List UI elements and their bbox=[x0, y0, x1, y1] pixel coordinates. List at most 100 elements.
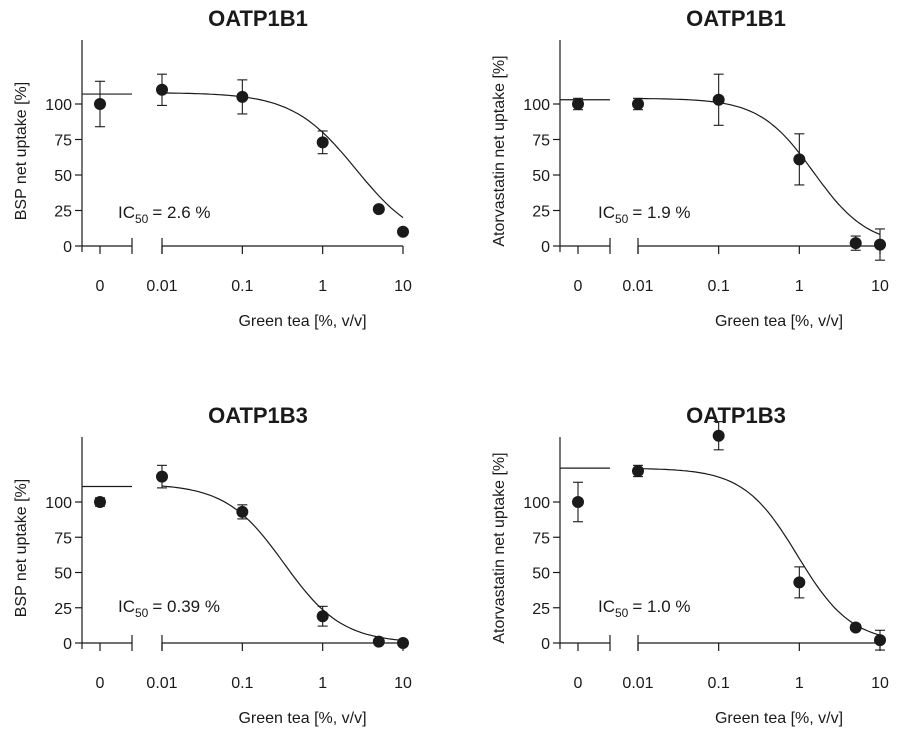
y-tick-label: 0 bbox=[541, 636, 550, 653]
y-tick-label: 0 bbox=[63, 239, 72, 256]
fit-curve bbox=[162, 92, 404, 219]
data-point bbox=[236, 505, 249, 518]
x-tick-label: 0.1 bbox=[231, 675, 253, 692]
y-axis-label: Atorvastatin net uptake [%] bbox=[491, 452, 508, 643]
x-tick-label: 1 bbox=[318, 278, 327, 295]
y-tick-label: 100 bbox=[523, 97, 550, 114]
x-tick-label: 0.1 bbox=[708, 278, 730, 295]
y-axis-label: BSP net uptake [%] bbox=[13, 82, 30, 220]
x-tick-label: 0 bbox=[96, 278, 105, 295]
chart-svg-oatp1b1-bsp: OATP1B1 0 25 50 75 100 BSP net uptake [%] 0 0.01… bbox=[13, 6, 412, 330]
data-point bbox=[397, 225, 409, 238]
y-tick-label: 50 bbox=[532, 566, 550, 583]
x-tick-label: 10 bbox=[871, 278, 889, 295]
data-point bbox=[874, 238, 886, 251]
data-point bbox=[397, 637, 409, 649]
panel-oatp1b1-bsp: OATP1B1 0 25 50 75 100 BSP net uptake [%] 0 0.01… bbox=[0, 0, 448, 335]
ic50-prefix: IC bbox=[598, 597, 615, 616]
x-tick-label: 0.1 bbox=[231, 278, 253, 295]
data-point bbox=[236, 90, 249, 103]
ic50-prefix: IC bbox=[598, 203, 615, 222]
data-point bbox=[316, 136, 329, 149]
ic50-value: = 1.0 % bbox=[632, 597, 690, 616]
x-tick-label: 0.01 bbox=[622, 675, 653, 692]
panel-oatp1b3-bsp: OATP1B3 0 25 50 75 100 BSP net uptake [%] 0 0.01… bbox=[0, 397, 448, 732]
x-axis-label: Green tea [%, v/v] bbox=[238, 710, 366, 727]
fit-curve bbox=[637, 468, 881, 636]
x-axis-label: Green tea [%, v/v] bbox=[715, 313, 843, 330]
data-point bbox=[316, 610, 329, 623]
y-tick-label: 25 bbox=[532, 204, 550, 221]
x-tick-label: 10 bbox=[394, 675, 412, 692]
y-tick-label: 50 bbox=[532, 168, 550, 185]
y-axis-label: Atorvastatin net uptake [%] bbox=[491, 55, 508, 246]
data-point bbox=[156, 83, 168, 96]
ic50-annotation: IC50 = 2.6 % bbox=[118, 203, 210, 226]
y-tick-label: 0 bbox=[63, 636, 72, 653]
x-tick-label: 0 bbox=[574, 278, 583, 295]
data-point bbox=[793, 576, 806, 589]
y-tick-label: 75 bbox=[54, 530, 72, 547]
chart-title: OATP1B3 bbox=[208, 403, 308, 428]
data-point bbox=[372, 203, 385, 216]
x-tick-label: 0 bbox=[96, 675, 105, 692]
y-tick-label: 25 bbox=[54, 204, 72, 221]
data-point bbox=[156, 470, 168, 483]
ic50-subscript: 50 bbox=[135, 606, 149, 620]
data-point bbox=[874, 634, 886, 647]
panel-oatp1b1-atorvastatin: OATP1B1 0 25 50 75 100 Atorvastatin net uptake… bbox=[448, 0, 897, 335]
ic50-value: = 1.9 % bbox=[632, 203, 690, 222]
x-tick-label: 10 bbox=[394, 278, 412, 295]
ic50-prefix: IC bbox=[118, 203, 135, 222]
data-point bbox=[94, 98, 106, 110]
y-tick-label: 50 bbox=[54, 566, 72, 583]
x-tick-label: 1 bbox=[795, 278, 804, 295]
fit-curve bbox=[637, 97, 881, 235]
y-tick-label: 100 bbox=[523, 495, 550, 512]
data-point bbox=[572, 98, 584, 110]
y-axis-label: BSP net uptake [%] bbox=[13, 479, 30, 617]
chart-title: OATP1B1 bbox=[686, 6, 786, 31]
x-axis-label: Green tea [%, v/v] bbox=[715, 710, 843, 727]
x-tick-label: 1 bbox=[318, 675, 327, 692]
data-point bbox=[849, 621, 862, 634]
data-point bbox=[793, 153, 806, 166]
y-tick-label: 100 bbox=[45, 495, 72, 512]
x-tick-label: 0.01 bbox=[146, 278, 177, 295]
ic50-value: = 2.6 % bbox=[152, 203, 210, 222]
ic50-subscript: 50 bbox=[135, 212, 149, 226]
chart-svg-oatp1b3-bsp: OATP1B3 0 25 50 75 100 BSP net uptake [%] 0 0.01… bbox=[13, 403, 412, 727]
ic50-subscript: 50 bbox=[615, 606, 629, 620]
x-tick-label: 0 bbox=[574, 675, 583, 692]
y-tick-label: 50 bbox=[54, 168, 72, 185]
fit-curve bbox=[161, 485, 404, 641]
y-tick-label: 25 bbox=[532, 601, 550, 618]
data-point bbox=[632, 98, 644, 110]
ic50-annotation: IC50 = 1.0 % bbox=[598, 597, 690, 620]
data-point bbox=[849, 237, 862, 250]
data-point bbox=[372, 635, 385, 648]
x-tick-label: 10 bbox=[871, 675, 889, 692]
data-point bbox=[572, 496, 584, 508]
chart-title: OATP1B1 bbox=[208, 6, 308, 31]
y-tick-label: 75 bbox=[532, 133, 550, 150]
data-point bbox=[632, 464, 644, 477]
ic50-annotation: IC50 = 0.39 % bbox=[118, 597, 220, 620]
y-tick-label: 100 bbox=[45, 97, 72, 114]
x-tick-label: 0.1 bbox=[708, 675, 730, 692]
ic50-prefix: IC bbox=[118, 597, 135, 616]
y-tick-label: 75 bbox=[54, 133, 72, 150]
data-point bbox=[712, 93, 725, 106]
x-tick-label: 0.01 bbox=[146, 675, 177, 692]
panel-oatp1b3-atorvastatin: OATP1B3 0 25 50 75 100 Atorvastatin net uptake… bbox=[448, 397, 897, 732]
data-point bbox=[712, 429, 725, 442]
y-tick-label: 75 bbox=[532, 530, 550, 547]
x-tick-label: 0.01 bbox=[622, 278, 653, 295]
ic50-subscript: 50 bbox=[615, 212, 629, 226]
x-tick-label: 1 bbox=[795, 675, 804, 692]
y-tick-label: 0 bbox=[541, 239, 550, 256]
data-point bbox=[94, 496, 106, 508]
